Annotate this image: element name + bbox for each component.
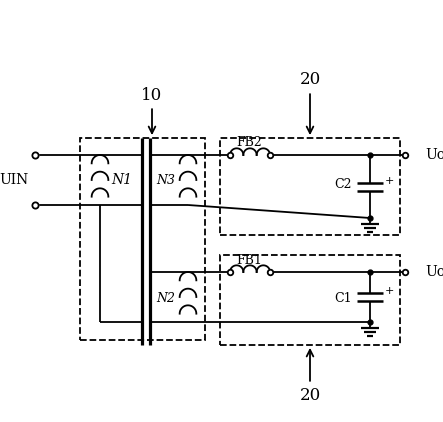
Text: N3: N3 [156,173,175,187]
Bar [80,138,205,340]
Bar [220,255,400,345]
Text: C1: C1 [334,292,352,305]
Text: 20: 20 [299,71,321,133]
Text: C2: C2 [334,179,352,192]
Text: +: + [385,286,394,296]
Text: FB1: FB1 [236,254,262,267]
Text: FB2: FB2 [236,136,262,149]
Text: Uo1: Uo1 [425,265,443,279]
Text: Uo2: Uo2 [425,148,443,162]
Text: 20: 20 [299,350,321,403]
Text: 10: 10 [141,87,163,133]
Text: UIN: UIN [0,173,29,187]
Text: +: + [385,176,394,186]
Text: N2: N2 [156,292,175,305]
Text: N1: N1 [112,173,132,187]
Bar [220,138,400,235]
